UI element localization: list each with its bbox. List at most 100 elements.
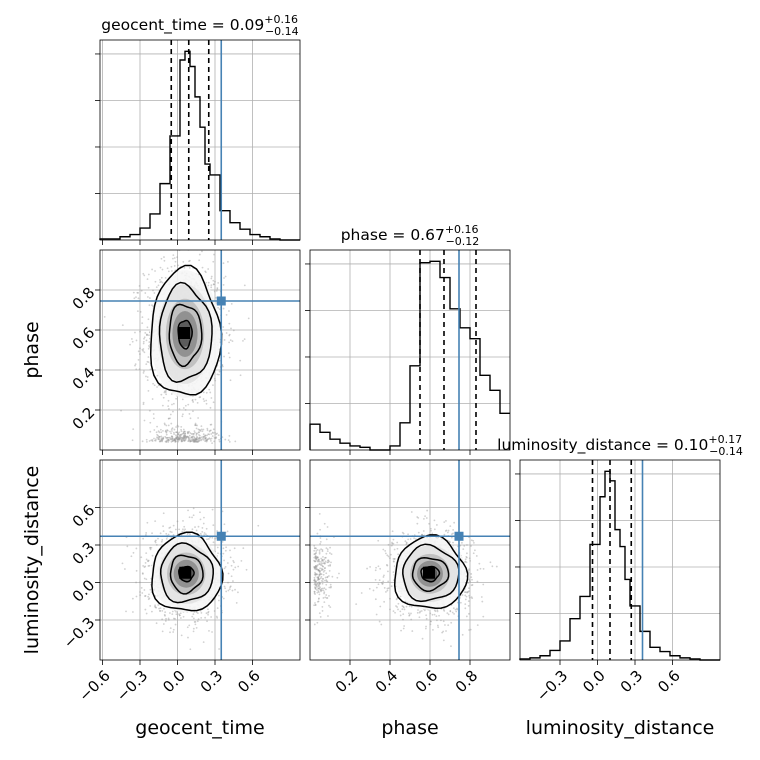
sample-point [185,435,188,438]
sample-point [445,630,447,632]
sample-point [206,620,208,623]
sample-point [183,437,186,440]
sample-point [450,645,452,648]
sample-point [205,436,207,439]
sample-point [149,547,151,549]
sample-point [222,326,225,328]
sample-point [314,571,316,574]
sample-point [318,581,320,584]
sample-point [151,532,153,535]
sample-point [143,370,145,373]
sample-point [162,437,165,440]
sample-point [479,567,482,570]
sample-point [385,563,388,566]
sample-point [174,260,177,263]
sample-point [186,430,189,433]
sample-point [171,436,174,439]
sample-point [313,592,316,594]
sample-point [404,600,407,603]
sample-point [186,435,189,438]
sample-point [157,284,160,287]
sample-point [175,426,178,428]
sample-point [329,586,332,589]
sample-point [150,546,153,549]
sample-point [318,591,320,594]
sample-point [192,435,195,438]
sample-point [242,339,244,342]
sample-point [188,266,191,269]
sample-point [377,539,380,542]
contour-39% [420,565,441,583]
sample-point [211,536,214,539]
sample-point [178,408,181,410]
sample-point [314,557,317,560]
sample-point [156,433,159,436]
sample-point [193,440,196,443]
sample-point [316,573,319,576]
panel-frame [309,249,511,451]
sample-point [442,639,445,642]
sample-point [319,572,321,575]
sample-point [145,339,148,342]
sample-point [324,596,327,599]
sample-point [195,434,198,436]
sample-point [153,439,156,442]
sample-point [206,429,209,432]
sample-point [443,609,446,612]
sample-point [134,364,136,367]
sample-point [193,439,196,441]
sample-point [194,437,196,440]
sample-point [182,520,184,522]
sample-point [131,439,134,442]
truth-marker [216,296,226,306]
sample-point [464,560,467,563]
sample-point [187,432,189,435]
sample-point [243,284,246,287]
sample-point [326,576,329,579]
sample-point [314,556,317,558]
sample-point [467,600,470,603]
sample-point [157,436,159,439]
sample-point [196,439,199,441]
sample-point [313,579,316,582]
sample-point [194,438,197,441]
sample-point [132,291,135,294]
sample-point [317,600,319,603]
sample-point [174,438,177,441]
sample-point [154,270,156,272]
sample-point [195,424,197,427]
sample-point [182,407,185,409]
sample-point [179,617,182,619]
sample-point [160,437,163,440]
sample-point [181,413,184,416]
sample-point [164,614,166,617]
sample-point [218,440,221,443]
sample-point [237,591,239,594]
sample-point [320,562,323,565]
sample-point [464,558,467,561]
sample-point [405,541,408,544]
sample-point [192,507,195,510]
hist-panel-luminosity_distance: luminosity_distance = 0.10+0.17 −0.14 [497,433,743,665]
sample-point [169,438,172,441]
sample-point [316,585,319,588]
sample-point [319,537,322,539]
sample-point [136,291,139,294]
sample-point [143,577,146,580]
sample-point [161,538,164,541]
sample-point [215,296,217,299]
sample-point [468,594,471,597]
sample-point [159,428,162,431]
sample-point [417,609,419,611]
sample-point [468,578,471,581]
sample-point [145,552,148,555]
sample-point [182,260,185,263]
histogram-phase [309,260,510,451]
sample-point [325,547,328,550]
sample-point [165,436,167,439]
sample-point [173,265,176,267]
sample-point [172,431,175,434]
sample-point [135,547,138,550]
sample-point [314,587,317,590]
sample-point [144,608,147,611]
